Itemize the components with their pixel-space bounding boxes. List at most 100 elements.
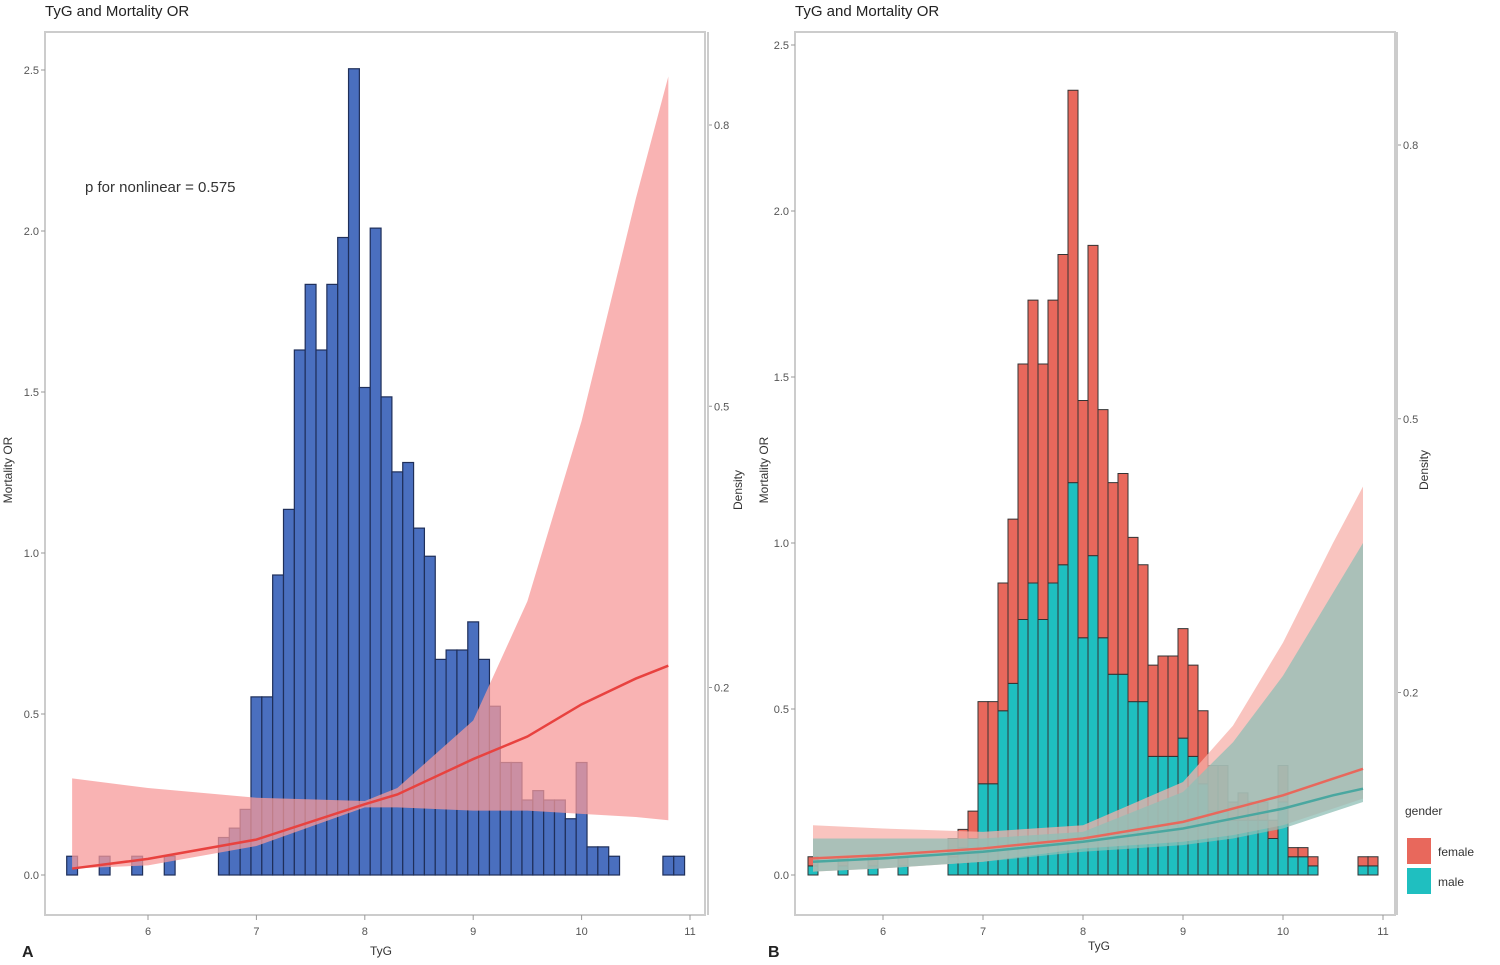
histogram-bar-female	[1007, 518, 1019, 684]
histogram-bar-female	[1297, 847, 1309, 858]
x-tick-label: 6	[880, 926, 886, 938]
panel-a-annotation: p for nonlinear = 0.575	[85, 179, 236, 196]
histogram-bar-male	[1287, 856, 1299, 876]
histogram-bar-female	[1097, 409, 1109, 639]
histogram-bar	[673, 855, 686, 876]
histogram-bar-male	[1127, 701, 1139, 876]
legend-gender: gender female male	[1405, 804, 1474, 894]
histogram-bar-female	[1157, 655, 1169, 757]
histogram-bar-male	[1307, 865, 1319, 876]
histogram-bar	[293, 349, 306, 876]
y2-tick-label: 0.5	[1403, 414, 1418, 426]
histogram-bar	[402, 461, 415, 876]
y-tick-label: 0.5	[774, 704, 789, 716]
histogram-bar-female	[1067, 89, 1079, 484]
histogram-bar-female	[1167, 655, 1179, 757]
histogram-bar	[304, 283, 317, 876]
y-tick-label: 1.0	[774, 538, 789, 550]
y-tick-label: 2.5	[774, 40, 789, 52]
histogram-bar	[423, 555, 436, 876]
histogram-bar-female	[1087, 244, 1099, 557]
y2-tick-label: 0.5	[714, 401, 729, 413]
x-tick-label: 11	[684, 926, 695, 938]
histogram-bar-female	[1307, 856, 1319, 867]
histogram-bar	[369, 227, 382, 876]
histogram-bar	[586, 846, 599, 876]
histogram-bar	[662, 855, 675, 876]
y-tick-label: 2.0	[24, 226, 39, 238]
histogram-bar-female	[1077, 400, 1089, 639]
y2-tick-label: 0.2	[1403, 688, 1418, 700]
histogram-bar	[521, 799, 534, 876]
y-tick-label: 2.5	[24, 65, 39, 77]
histogram-bar-female	[1047, 299, 1059, 584]
histogram-bar-male	[1267, 838, 1279, 876]
y2-tick-label: 0.8	[1403, 140, 1418, 152]
histogram-bar-female	[1117, 473, 1129, 675]
panel-b-y2label: Density	[1417, 450, 1431, 490]
histogram-bar-male	[1367, 865, 1379, 876]
y2-tick-label: 0.2	[714, 683, 729, 695]
histogram-bar-male	[1067, 482, 1079, 876]
or-curve-female	[812, 767, 1364, 860]
histogram-bar	[391, 471, 404, 876]
histogram-bar-female	[1017, 363, 1029, 620]
x-tick-label: 7	[980, 926, 986, 938]
x-tick-label: 8	[1080, 926, 1086, 938]
histogram-bar-female	[1147, 664, 1159, 757]
or-curve	[71, 664, 669, 870]
x-tick-label: 9	[470, 926, 476, 938]
y-tick-label: 0.0	[774, 870, 789, 882]
histogram-bar-female	[1027, 299, 1039, 584]
histogram-bar-male	[1297, 856, 1309, 876]
legend-label-female: female	[1438, 845, 1474, 859]
legend-swatch-female	[1407, 838, 1431, 864]
histogram-bar-female	[997, 582, 1009, 712]
histogram-bar-female	[1287, 847, 1299, 858]
x-tick-label: 10	[575, 926, 587, 938]
or-curve-male	[812, 787, 1364, 863]
histogram-bar-female	[1107, 482, 1119, 675]
panel-b-title: TyG and Mortality OR	[795, 3, 939, 20]
histogram-bar-female	[987, 701, 999, 785]
histogram-bar-male	[1137, 701, 1149, 876]
y-tick-label: 0.0	[24, 870, 39, 882]
histogram-bar-male	[987, 783, 999, 876]
panel-b-ylabel: Mortality OR	[757, 436, 771, 503]
y-tick-label: 1.5	[774, 372, 789, 384]
legend-label-male: male	[1438, 875, 1464, 889]
ci-ribbon	[72, 76, 669, 869]
histogram-bar-female	[1057, 254, 1069, 566]
ci-ribbon-male	[813, 543, 1363, 872]
panel-b-xlabel: TyG	[1088, 939, 1110, 953]
legend-swatch-male	[1407, 868, 1431, 894]
histogram-bar-female	[1357, 856, 1369, 867]
panel-b-label: B	[768, 944, 780, 960]
histogram-bar-female	[977, 701, 989, 785]
x-tick-label: 10	[1277, 926, 1289, 938]
histogram-bar-female	[1037, 363, 1049, 620]
legend-title: gender	[1405, 804, 1442, 818]
x-tick-label: 11	[1377, 926, 1388, 938]
histogram-bar-female	[1367, 856, 1379, 867]
histogram-bar	[261, 696, 274, 876]
histogram-bar	[564, 818, 577, 876]
y2-tick-label: 0.8	[714, 120, 729, 132]
y-tick-label: 2.0	[774, 206, 789, 218]
x-tick-label: 6	[145, 926, 151, 938]
histogram-bar	[337, 236, 350, 876]
histogram-bar	[347, 68, 360, 876]
histogram-bar	[315, 349, 328, 876]
panel-a-label: A	[22, 944, 34, 960]
histogram-bar-male	[1357, 865, 1369, 876]
panel-b: 6 7 8 9 10 11 0.0 0.5 1.0 1.5 2.0 2.5 0.2 0.5 0.8	[774, 31, 1418, 938]
panel-a-y2label: Density	[731, 470, 745, 510]
histogram-bar	[326, 283, 339, 876]
y-tick-label: 1.5	[24, 387, 39, 399]
histogram-bar	[608, 855, 621, 876]
panel-a: 6 7 8 9 10 11 0.0 0.5 1.0 1.5 2.0 2.5 0.2 0.5 0.8	[24, 31, 729, 938]
histogram-bar-female	[1187, 664, 1199, 757]
histogram-bar	[412, 527, 426, 876]
x-tick-label: 8	[362, 926, 368, 938]
